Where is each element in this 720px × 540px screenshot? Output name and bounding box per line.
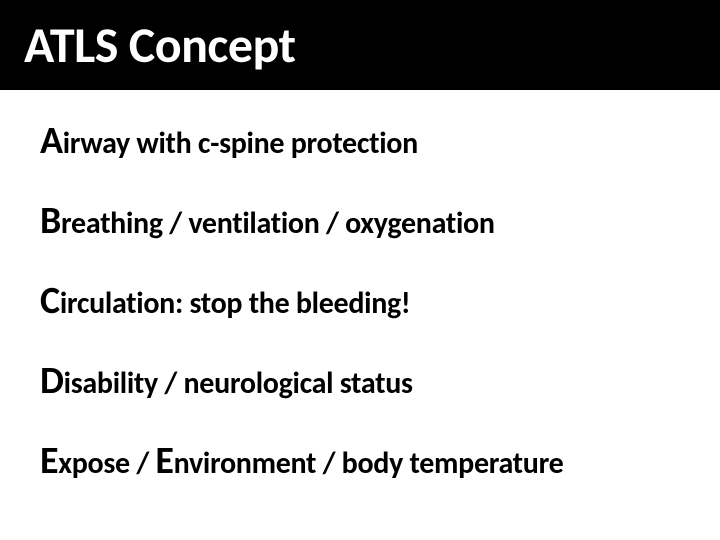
line-circulation: Circulation: stop the bleeding! bbox=[40, 278, 680, 324]
cap-letter: E bbox=[155, 438, 173, 484]
line-airway: Airway with c-spine protection bbox=[40, 118, 680, 164]
cap-letter: E bbox=[40, 438, 58, 484]
line-text: irway with c-spine protection bbox=[63, 125, 418, 162]
line-text: nvironment / body temperature bbox=[174, 445, 564, 482]
slide-title: ATLS Concept bbox=[24, 15, 295, 76]
line-disability: Disability / neurological status bbox=[40, 358, 680, 404]
line-text: isability / neurological status bbox=[64, 365, 413, 402]
cap-letter: B bbox=[40, 198, 61, 244]
cap-letter: A bbox=[40, 118, 63, 164]
line-expose: Expose / Environment / body temperature bbox=[40, 438, 680, 484]
content-area: Airway with c-spine protection Breathing… bbox=[0, 90, 720, 484]
cap-letter: D bbox=[40, 358, 64, 404]
cap-letter: C bbox=[40, 278, 60, 324]
line-breathing: Breathing / ventilation / oxygenation bbox=[40, 198, 680, 244]
title-bar: ATLS Concept bbox=[0, 0, 720, 90]
line-text: xpose / bbox=[58, 445, 155, 482]
line-text: irculation: stop the bleeding! bbox=[60, 285, 411, 322]
line-text: reathing / ventilation / oxygenation bbox=[61, 205, 495, 242]
